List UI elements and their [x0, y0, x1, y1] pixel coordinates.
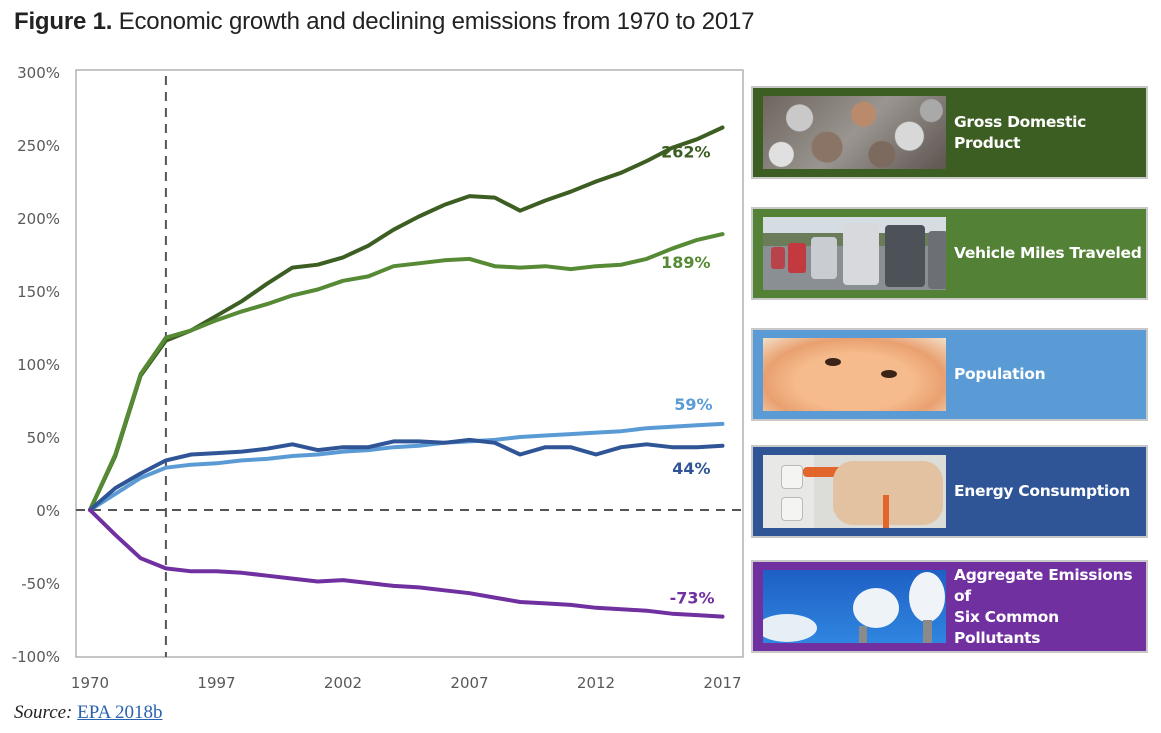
y-tick-label: 150%	[17, 283, 60, 301]
power-plug-photo-icon	[763, 455, 946, 528]
y-tick-label: -100%	[12, 648, 60, 666]
x-tick-label: 2012	[577, 674, 615, 692]
legend-label-population: Population	[954, 365, 1046, 383]
y-tick-label: 200%	[17, 210, 60, 228]
series-line-3	[88, 437, 725, 512]
legend-item-population: Population	[751, 328, 1148, 421]
figure-label: Figure 1.	[14, 8, 113, 35]
y-tick-label: 100%	[17, 356, 60, 374]
line-chart: 300%250%200%150%100%50%0%-50%-100% 1970 1…	[12, 64, 744, 692]
legend-label-emissions: Aggregate Emissions of Six Common Polluta…	[954, 565, 1133, 647]
series-end-label: 262%	[661, 142, 710, 161]
x-axis-tick-labels: 1970 1997 2002 2007 2012 2017	[71, 674, 742, 692]
reference-lines	[76, 76, 743, 657]
legend-label-energy: Energy Consumption	[954, 482, 1130, 500]
legend-item-energy: Energy Consumption	[751, 445, 1148, 538]
figure-title-text: Economic growth and declining emissions …	[118, 8, 755, 35]
figure-title: Figure 1. Economic growth and declining …	[14, 8, 755, 36]
series-lines	[88, 125, 725, 619]
y-tick-label: 50%	[27, 429, 60, 447]
series-line-0	[88, 125, 725, 512]
traffic-photo-icon	[763, 217, 946, 290]
x-tick-label: 2002	[324, 674, 362, 692]
series-line-4	[88, 508, 725, 619]
series-end-label: 44%	[672, 459, 710, 478]
x-tick-label: 1997	[197, 674, 235, 692]
legend-label-vmt: Vehicle Miles Traveled	[954, 244, 1142, 262]
legend-item-vmt: Vehicle Miles Traveled	[751, 207, 1148, 300]
y-axis-tick-labels: 300% 250% 200% 150% 100% 50% 0% -50% -100%	[12, 64, 60, 666]
x-tick-label: 1970	[71, 674, 109, 692]
series-end-labels: 262% 189% 59% 44% -73%	[661, 142, 714, 607]
legend-item-emissions: Aggregate Emissions of Six Common Polluta…	[751, 560, 1148, 653]
legend-item-gdp: Gross Domestic Product	[751, 86, 1148, 179]
legend-label-gdp: Gross Domestic Product	[954, 112, 1086, 152]
source-note: Source: EPA 2018b	[14, 702, 163, 724]
series-line-2	[88, 421, 725, 512]
series-line-1	[88, 232, 725, 512]
series-end-label: -73%	[670, 589, 715, 608]
source-link[interactable]: EPA 2018b	[77, 702, 163, 723]
baby-face-photo-icon	[763, 338, 946, 411]
y-tick-label: 300%	[17, 64, 60, 82]
source-prefix: Source:	[14, 702, 73, 723]
plot-area-border	[75, 69, 744, 658]
x-tick-label: 2007	[450, 674, 488, 692]
smokestacks-photo-icon	[763, 570, 946, 643]
y-tick-label: -50%	[21, 575, 60, 593]
series-end-label: 189%	[661, 253, 710, 272]
coins-photo-icon	[763, 96, 946, 169]
y-tick-label: 0%	[36, 502, 60, 520]
x-tick-label: 2017	[703, 674, 741, 692]
y-tick-label: 250%	[17, 137, 60, 155]
series-end-label: 59%	[674, 395, 712, 414]
